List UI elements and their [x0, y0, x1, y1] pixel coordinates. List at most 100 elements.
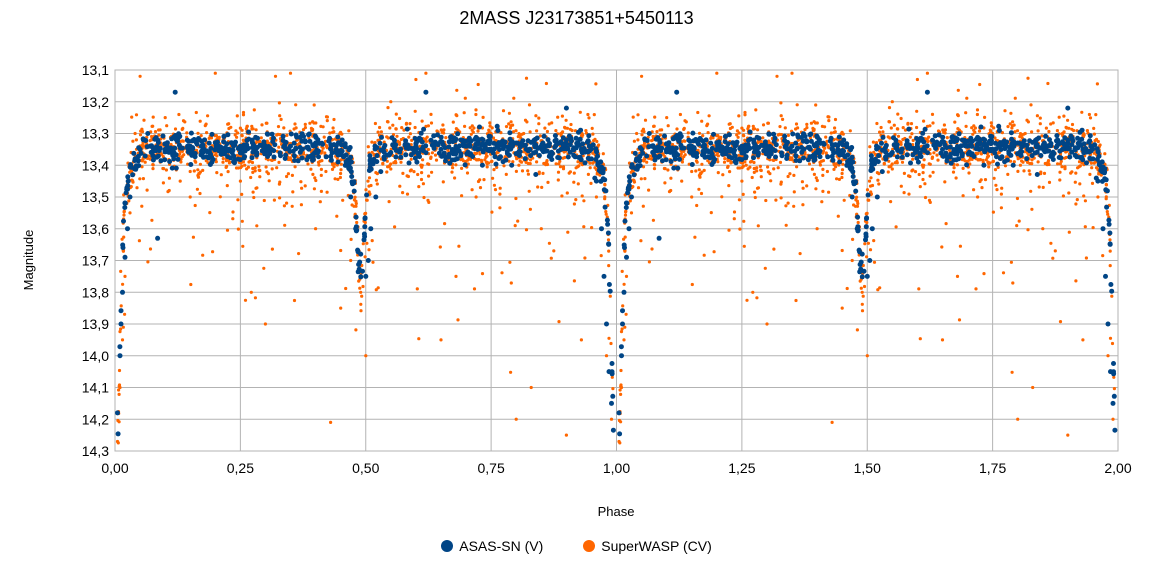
superwasp-point [396, 139, 400, 143]
superwasp-point [940, 245, 944, 249]
superwasp-point [251, 127, 255, 131]
asassn-point [255, 135, 260, 141]
superwasp-point [469, 132, 473, 136]
asassn-point [1043, 133, 1049, 139]
superwasp-point [743, 138, 747, 142]
asassn-point [743, 155, 749, 161]
superwasp-point [254, 128, 258, 132]
superwasp-point [866, 241, 871, 245]
asassn-point [725, 141, 731, 147]
superwasp-point [379, 130, 383, 134]
superwasp-point [526, 172, 531, 176]
asassn-point [323, 154, 329, 160]
superwasp-point [339, 162, 343, 166]
superwasp-point [240, 128, 244, 132]
asassn-point [158, 158, 164, 164]
superwasp-point [1070, 170, 1074, 174]
superwasp-point [1056, 162, 1060, 166]
superwasp-point [887, 106, 892, 110]
superwasp-point [443, 222, 447, 226]
superwasp-point [1028, 172, 1032, 176]
superwasp-point [716, 160, 720, 164]
asassn-point [944, 145, 950, 151]
superwasp-point [492, 168, 496, 172]
superwasp-point [407, 135, 411, 139]
y-tick-label: 14,2 [82, 411, 109, 427]
asassn-point [1065, 137, 1071, 143]
asassn-point [118, 308, 124, 314]
superwasp-point [250, 160, 255, 165]
superwasp-point [211, 250, 215, 254]
superwasp-point [258, 175, 262, 179]
superwasp-point [1081, 338, 1085, 342]
asassn-point [983, 146, 989, 152]
superwasp-point [285, 201, 289, 205]
superwasp-point [910, 132, 914, 136]
superwasp-point [970, 126, 974, 130]
superwasp-point [820, 124, 825, 128]
asassn-point [328, 153, 334, 159]
asassn-point [816, 150, 822, 156]
superwasp-point [161, 166, 165, 171]
asassn-point [355, 247, 361, 253]
superwasp-point [410, 138, 414, 142]
asassn-point [814, 133, 820, 139]
superwasp-point [339, 248, 343, 253]
superwasp-point [131, 180, 135, 184]
superwasp-point [851, 237, 855, 241]
asassn-point [164, 140, 170, 146]
asassn-point [543, 143, 549, 149]
asassn-point [507, 130, 513, 136]
superwasp-point [238, 126, 242, 130]
superwasp-point [554, 129, 558, 133]
asassn-point [368, 226, 374, 232]
superwasp-point [738, 227, 742, 231]
superwasp-point [258, 139, 262, 143]
superwasp-point [398, 142, 402, 146]
asassn-point [145, 131, 151, 136]
superwasp-point [477, 158, 481, 162]
asassn-point [1111, 361, 1116, 366]
asassn-point [660, 158, 665, 164]
asassn-point [358, 274, 364, 280]
superwasp-point [640, 129, 644, 133]
superwasp-point [711, 136, 715, 140]
superwasp-point [1089, 161, 1093, 165]
superwasp-point [560, 194, 564, 198]
asassn-point [517, 149, 523, 155]
asassn-point [577, 136, 583, 142]
superwasp-point [587, 116, 591, 120]
superwasp-point [789, 157, 793, 161]
asassn-point [732, 147, 737, 153]
superwasp-point [586, 112, 590, 117]
asassn-point [733, 160, 739, 166]
asassn-point [208, 145, 214, 151]
superwasp-point [504, 172, 508, 176]
superwasp-point [763, 266, 767, 270]
superwasp-point [595, 139, 599, 144]
asassn-point [1045, 143, 1051, 149]
superwasp-point [318, 159, 322, 163]
superwasp-point [607, 264, 611, 268]
asassn-point [269, 131, 275, 137]
superwasp-point [386, 120, 390, 124]
asassn-point [142, 153, 148, 159]
superwasp-point [205, 131, 209, 135]
asassn-point [347, 145, 353, 150]
superwasp-point [982, 272, 986, 276]
superwasp-point [824, 151, 828, 155]
asassn-point [1090, 156, 1096, 162]
superwasp-point [258, 168, 262, 173]
asassn-point [282, 156, 288, 161]
superwasp-point [765, 322, 769, 326]
superwasp-point [262, 266, 266, 270]
superwasp-point [286, 172, 290, 176]
y-tick-label: 13,4 [82, 157, 109, 173]
superwasp-point [813, 121, 818, 125]
asassn-point [115, 410, 120, 416]
asassn-point [932, 133, 938, 139]
superwasp-point [225, 164, 229, 168]
superwasp-point [201, 168, 205, 172]
asassn-point [789, 143, 795, 149]
asassn-point [241, 155, 247, 161]
